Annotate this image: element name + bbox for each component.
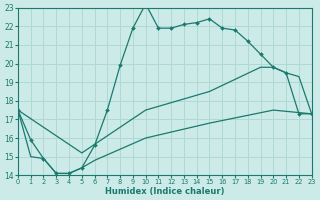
X-axis label: Humidex (Indice chaleur): Humidex (Indice chaleur) bbox=[105, 187, 225, 196]
